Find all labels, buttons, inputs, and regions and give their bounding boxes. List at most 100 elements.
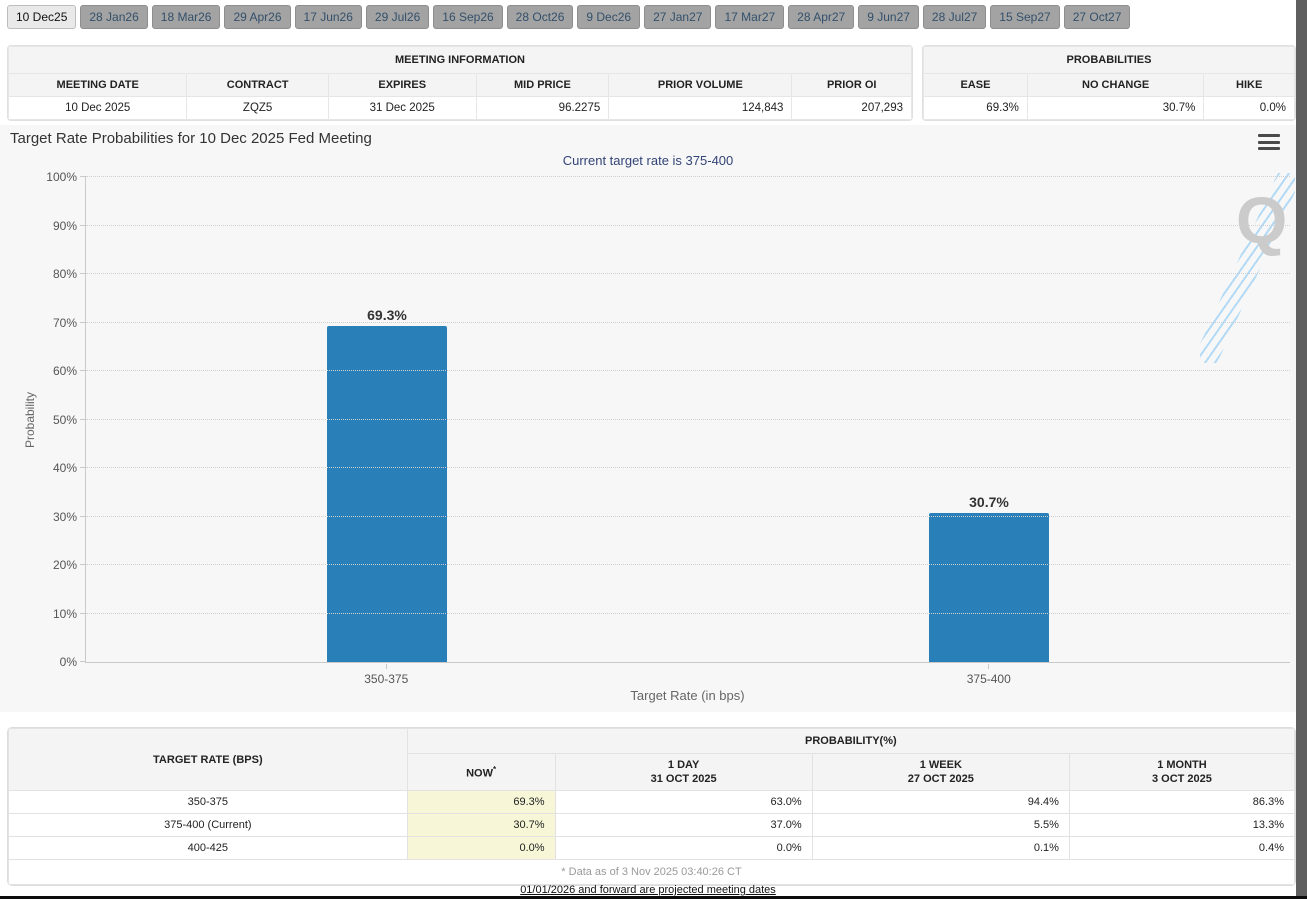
- meeting-date-tab[interactable]: 10 Dec25: [7, 5, 77, 29]
- meeting-date-tab[interactable]: 28 Jan26: [80, 5, 148, 29]
- y-axis-tick-mark: [80, 612, 86, 614]
- hamburger-menu-icon[interactable]: [1258, 134, 1280, 150]
- meeting-date-tab[interactable]: 27 Jan27: [644, 5, 712, 29]
- meeting-info-column-header: EXPIRES: [327, 73, 477, 97]
- y-axis-tick-label: 40%: [52, 461, 77, 475]
- y-axis-tick-mark: [80, 661, 86, 662]
- history-rate-label: 375-400 (Current): [8, 813, 408, 837]
- chart-subtitle: Current target rate is 375-400: [562, 153, 734, 168]
- meeting-information-table: MEETING INFORMATION MEETING DATE CONTRACT…: [7, 45, 913, 121]
- probabilities-table: PROBABILITIES EASE NO CHANGE HIKE 69.3% 30.…: [922, 45, 1296, 121]
- x-axis-category-label: 375-400: [966, 672, 1011, 686]
- meeting-date-tab[interactable]: 16 Sep26: [433, 5, 503, 29]
- data-asof-footnote: * Data as of 3 Nov 2025 03:40:26 CT: [8, 859, 1295, 885]
- history-row: 350-375 69.3% 63.0% 94.4% 86.3%: [8, 790, 1295, 814]
- history-column-header: 1 MONTH 3 OCT 2025: [1068, 753, 1295, 791]
- gridline: [86, 612, 1290, 614]
- gridline: [86, 370, 1290, 371]
- y-axis-tick-label: 20%: [52, 558, 77, 572]
- projected-dates-note: 01/01/2026 and forward are projected mee…: [520, 884, 776, 896]
- y-axis-tick-label: 50%: [52, 412, 77, 427]
- y-axis-tick-label: 30%: [52, 509, 77, 524]
- gridline: [86, 418, 1290, 420]
- probability-history-table: TARGET RATE (BPS) PROBABILITY(%) NOW* 1 …: [7, 727, 1296, 886]
- y-axis-tick-mark: [80, 224, 86, 226]
- y-axis-tick-mark: [80, 418, 86, 420]
- history-1month-value: 0.4%: [1068, 836, 1295, 860]
- probabilities-column-header: HIKE: [1203, 73, 1295, 97]
- y-axis-tick-label: 0%: [59, 655, 77, 669]
- meeting-info-value: 124,843: [608, 96, 793, 120]
- meeting-info-value: 207,293: [791, 96, 912, 120]
- meeting-info-column-header: MID PRICE: [475, 73, 610, 97]
- probability-bar[interactable]: [929, 513, 1049, 662]
- x-axis-category: 350-375: [85, 664, 688, 686]
- history-1week-value: 0.1%: [811, 836, 1070, 860]
- gridline: [86, 515, 1290, 517]
- probabilities-value: 30.7%: [1026, 96, 1205, 120]
- history-rate-label: 400-425: [8, 836, 408, 860]
- y-axis-tick-mark: [80, 176, 86, 177]
- meeting-date-tab[interactable]: 9 Dec26: [577, 5, 641, 29]
- meeting-date-tab[interactable]: 28 Oct26: [506, 5, 574, 29]
- y-axis-tick-mark: [80, 370, 86, 371]
- bars: 69.3% 30.7%: [86, 177, 1290, 662]
- bar-slot: 69.3%: [86, 177, 688, 662]
- gridline: [86, 564, 1290, 565]
- gridline: [86, 176, 1290, 177]
- meeting-info-column-header: PRIOR OI: [791, 73, 912, 97]
- x-axis-tick-mark: [988, 664, 990, 669]
- chart-title: Target Rate Probabilities for 10 Dec 202…: [10, 130, 372, 147]
- meeting-information-title: MEETING INFORMATION: [8, 46, 912, 74]
- history-row: 375-400 (Current) 30.7% 37.0% 5.5% 13.3%: [8, 813, 1295, 837]
- meeting-date-tab[interactable]: 15 Sep27: [990, 5, 1060, 29]
- y-axis-tick-mark: [80, 515, 86, 517]
- y-axis-tick-label: 100%: [46, 170, 77, 184]
- meeting-date-tab[interactable]: 18 Mar26: [151, 5, 221, 29]
- meeting-info-value: 10 Dec 2025: [8, 96, 188, 120]
- gridline: [86, 273, 1290, 274]
- meeting-date-tab[interactable]: 27 Oct27: [1063, 5, 1131, 29]
- x-axis-category-label: 350-375: [364, 672, 409, 686]
- x-axis-category: 375-400: [688, 664, 1291, 686]
- meeting-date-tab[interactable]: 9 Jun27: [858, 5, 919, 29]
- gridline: [86, 224, 1290, 226]
- x-labels: 350-375 375-400: [85, 664, 1290, 686]
- meeting-info-column-header: CONTRACT: [186, 73, 329, 97]
- meeting-date-tab[interactable]: 17 Jun26: [294, 5, 362, 29]
- probabilities-title: PROBABILITIES: [923, 46, 1295, 74]
- meeting-date-tab[interactable]: 29 Jul26: [365, 5, 430, 29]
- window-bottom-edge: [0, 896, 1307, 899]
- gridline: [86, 467, 1290, 468]
- plot-area: 69.3% 30.7% 0% 10% 20% 30% 40% 50% 60% 70% 80% 90%…: [46, 170, 1290, 669]
- y-axis-title: Probability: [23, 391, 37, 449]
- history-1week-value: 94.4%: [811, 790, 1070, 814]
- probabilities-column-header: EASE: [923, 73, 1028, 97]
- meeting-info-column-header: PRIOR VOLUME: [608, 73, 793, 97]
- probabilities-value: 69.3%: [923, 96, 1028, 120]
- meeting-date-tab[interactable]: 28 Apr27: [788, 5, 855, 29]
- meeting-date-tab[interactable]: 28 Jul27: [922, 5, 987, 29]
- probabilities-column-header: NO CHANGE: [1026, 73, 1205, 97]
- history-now-value: 0.0%: [406, 836, 556, 860]
- y-axis-tick-mark: [80, 321, 86, 323]
- y-axis-tick-label: 60%: [52, 364, 77, 378]
- now-column-header: NOW*: [406, 753, 556, 791]
- history-row: 400-425 0.0% 0.0% 0.1% 0.4%: [8, 836, 1295, 860]
- meeting-info-value: 96.2275: [475, 96, 610, 120]
- meeting-info-value: ZQZ5: [186, 96, 329, 120]
- right-scrollbar[interactable]: [1296, 0, 1307, 899]
- history-1month-value: 13.3%: [1068, 813, 1295, 837]
- history-1day-value: 0.0%: [554, 836, 813, 860]
- target-rate-header: TARGET RATE (BPS): [8, 728, 408, 791]
- meeting-date-tab[interactable]: 17 Mar27: [715, 5, 785, 29]
- history-1week-value: 5.5%: [811, 813, 1070, 837]
- history-column-header: 1 DAY 31 OCT 2025: [554, 753, 813, 791]
- meeting-info-value: 31 Dec 2025: [327, 96, 477, 120]
- probability-bar[interactable]: [327, 325, 447, 662]
- meeting-info-column-header: MEETING DATE: [8, 73, 188, 97]
- meeting-date-tab[interactable]: 29 Apr26: [224, 5, 291, 29]
- y-axis-tick-label: 70%: [52, 315, 77, 330]
- info-tables-row: MEETING INFORMATION MEETING DATE CONTRACT…: [7, 45, 1296, 121]
